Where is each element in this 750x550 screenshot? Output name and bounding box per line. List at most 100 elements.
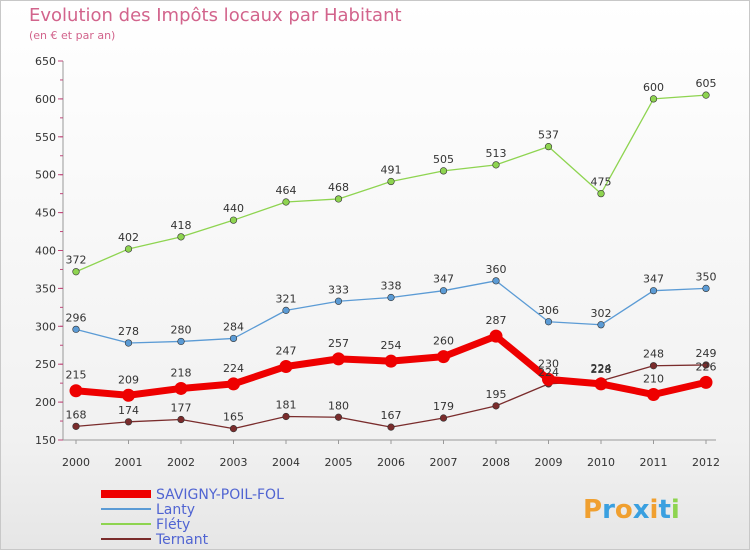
data-label: 280 <box>171 323 192 336</box>
data-label: 230 <box>538 357 559 370</box>
y-tick-label: 550 <box>35 131 56 144</box>
data-point <box>124 339 133 347</box>
data-point <box>279 359 293 373</box>
x-tick-label: 2011 <box>640 456 668 469</box>
y-tick-label: 650 <box>35 55 56 68</box>
data-point <box>334 297 343 305</box>
legend-label: Ternant <box>155 532 209 548</box>
data-label: 372 <box>66 254 87 267</box>
data-point <box>597 190 605 198</box>
data-point <box>702 91 710 99</box>
legend-label: SAVIGNY-POIL-FOL <box>156 487 284 503</box>
data-label: 167 <box>381 409 402 422</box>
data-point <box>439 167 448 175</box>
data-label: 537 <box>538 129 559 142</box>
legend-item-lanty: Lanty <box>101 502 195 518</box>
data-label: 347 <box>433 273 454 286</box>
y-tick-label: 600 <box>35 93 56 106</box>
data-label: 350 <box>696 270 717 283</box>
data-label: 513 <box>486 147 507 160</box>
data-point <box>124 245 133 253</box>
data-point <box>69 384 83 398</box>
data-label: 475 <box>591 176 612 189</box>
data-label: 296 <box>66 311 87 324</box>
data-point <box>72 268 80 276</box>
y-tick-label: 300 <box>35 320 56 333</box>
data-label: 333 <box>328 283 349 296</box>
x-tick-label: 2003 <box>220 456 248 469</box>
data-point <box>492 402 500 410</box>
legend-label: Lanty <box>156 502 195 518</box>
x-tick-label: 2004 <box>272 456 300 469</box>
data-point <box>282 306 290 314</box>
data-point <box>387 423 395 431</box>
data-label: 209 <box>118 373 139 386</box>
legend-item-flety: Fléty <box>101 517 190 533</box>
data-label: 605 <box>696 77 717 90</box>
data-point <box>439 287 448 295</box>
data-label: 165 <box>223 411 244 424</box>
data-label: 195 <box>486 388 507 401</box>
chart-axes: 150 200 250 300 350 400 450 500 550 600 650 2000 200… <box>35 55 720 469</box>
y-tick-label: 350 <box>35 282 56 295</box>
data-label: 179 <box>433 400 454 413</box>
x-tick-label: 2007 <box>430 456 458 469</box>
y-tick-label: 500 <box>35 169 56 182</box>
data-label: 168 <box>66 408 87 421</box>
series-flety <box>72 91 710 276</box>
data-point <box>334 195 343 203</box>
data-label: 468 <box>328 181 349 194</box>
data-label: 224 <box>223 362 244 375</box>
data-label: 260 <box>433 335 454 348</box>
data-label: 226 <box>696 360 717 373</box>
data-label: 302 <box>591 307 612 320</box>
data-point <box>649 362 658 370</box>
data-label: 321 <box>276 292 297 305</box>
data-point <box>544 318 553 326</box>
data-label: 338 <box>381 279 402 292</box>
proxiti-logo: Proxiti <box>583 495 680 525</box>
x-tick-label: 2009 <box>535 456 563 469</box>
x-tick-label: 2001 <box>115 456 143 469</box>
data-label: 249 <box>696 347 717 360</box>
data-point <box>124 418 133 426</box>
data-label: 278 <box>118 325 139 338</box>
data-point <box>702 284 710 293</box>
data-label: 254 <box>381 339 402 352</box>
data-point <box>647 388 660 402</box>
series-lanty <box>72 277 710 347</box>
data-label: 174 <box>118 404 139 417</box>
series-savigny-poil-fol <box>69 329 713 402</box>
data-point <box>332 352 345 366</box>
data-point <box>227 377 240 391</box>
logo-text: Proxiti <box>583 495 680 525</box>
y-tick-label: 450 <box>35 207 56 220</box>
data-label: 218 <box>171 366 192 379</box>
chart-title: Evolution des Impôts locaux par Habitant <box>29 5 402 26</box>
x-tick-label: 2010 <box>587 456 615 469</box>
data-labels-layer: 372 402 418 440 464 468 491 505 513 537 475 600 605 2… <box>66 77 717 424</box>
data-point <box>229 334 238 343</box>
data-point <box>177 415 185 424</box>
data-point <box>122 388 135 402</box>
data-point <box>544 143 553 151</box>
x-tick-label: 2000 <box>62 456 90 469</box>
x-tick-label: 2005 <box>325 456 353 469</box>
data-label: 215 <box>66 369 87 382</box>
data-point <box>542 372 555 386</box>
x-tick-label: 2006 <box>377 456 405 469</box>
x-tick-label: 2012 <box>692 456 720 469</box>
data-label: 228 <box>591 363 612 376</box>
data-point <box>282 412 290 421</box>
data-label: 257 <box>328 337 349 350</box>
data-label: 402 <box>118 231 139 244</box>
data-point <box>177 337 185 346</box>
data-point <box>439 414 448 422</box>
data-point <box>492 277 500 285</box>
legend-item-savigny-poil-fol: SAVIGNY-POIL-FOL <box>101 487 284 503</box>
data-point <box>229 216 238 224</box>
x-tick-label: 2002 <box>167 456 195 469</box>
y-tick-label: 200 <box>35 396 56 409</box>
